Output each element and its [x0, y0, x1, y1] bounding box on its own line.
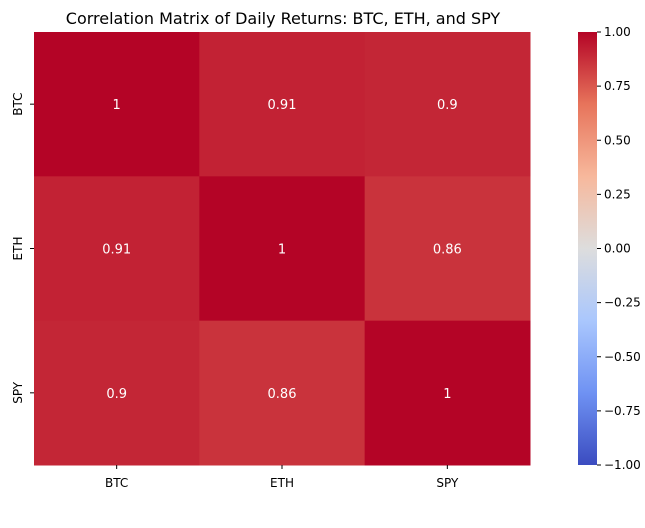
heatmap-cell-eth-eth: [199, 176, 366, 322]
heatmap-cell-spy-btc: [34, 320, 200, 466]
cell-value-label: 0.91: [102, 243, 131, 258]
heatmap-cell-labels: 1 0.91 0.9 0.91 1 0.86 0.9 0.86 1: [102, 98, 462, 402]
x-tick-label: SPY: [436, 476, 459, 490]
x-tick-label: ETH: [270, 476, 294, 490]
cell-value-label: 1: [113, 98, 121, 113]
colorbar-tick-label: −0.25: [604, 296, 641, 310]
colorbar-tick-label: −0.50: [604, 350, 641, 364]
heatmap-cell-spy-spy: [364, 320, 531, 466]
heatmap-cell-eth-btc: [34, 176, 200, 322]
cell-value-label: 1: [278, 243, 286, 258]
heatmap-cell-btc-spy: [364, 32, 531, 177]
colorbar-tick-label: 0.00: [604, 242, 631, 256]
colorbar-tick-label: 0.25: [604, 187, 631, 201]
cell-value-label: 0.91: [268, 98, 297, 113]
heatmap-cell-spy-eth: [199, 320, 366, 466]
colorbar-tick-label: −0.75: [604, 404, 641, 418]
cell-value-label: 0.9: [437, 98, 458, 113]
chart-title: Correlation Matrix of Daily Returns: BTC…: [66, 9, 501, 28]
heatmap-cell-btc-btc: [34, 32, 200, 177]
cell-value-label: 0.86: [268, 387, 297, 402]
colorbar: 1.00 0.75 0.50 0.25 0.00 −0.25 −0.50 −0.75 −1.00: [578, 25, 641, 472]
colorbar-gradient: [578, 32, 597, 465]
heatmap-cell-btc-eth: [199, 32, 366, 177]
cell-value-label: 0.9: [106, 387, 127, 402]
y-tick-label: SPY: [11, 381, 25, 404]
heatmap-cells: [34, 32, 531, 466]
colorbar-ticks: 1.00 0.75 0.50 0.25 0.00 −0.25 −0.50 −0.75 −1.00: [597, 25, 641, 472]
colorbar-tick-label: 1.00: [604, 25, 631, 39]
x-tick-label: BTC: [105, 476, 128, 490]
colorbar-tick-label: 0.50: [604, 133, 631, 147]
x-axis: BTC ETH SPY: [105, 465, 459, 490]
y-tick-label: ETH: [11, 237, 25, 261]
colorbar-tick-label: −1.00: [604, 458, 641, 472]
cell-value-label: 0.86: [433, 243, 462, 258]
y-axis: BTC ETH SPY: [11, 93, 34, 404]
colorbar-tick-label: 0.75: [604, 79, 631, 93]
y-tick-label: BTC: [11, 93, 25, 116]
cell-value-label: 1: [443, 387, 451, 402]
heatmap-cell-eth-spy: [364, 176, 531, 322]
